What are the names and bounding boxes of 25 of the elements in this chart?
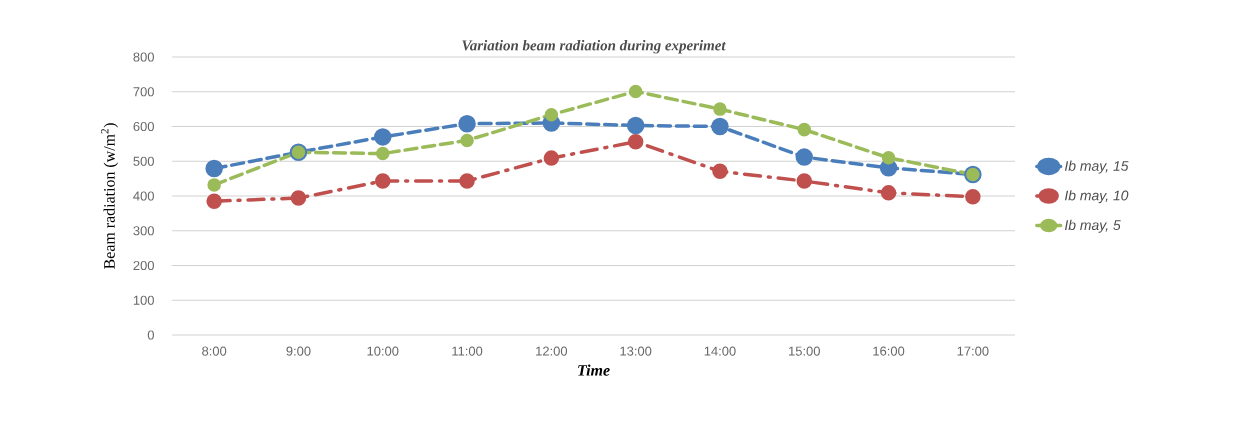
x-tick-label: 10:00 bbox=[367, 346, 399, 356]
legend-label: Ib may, 5 bbox=[1064, 219, 1121, 233]
x-tick-label: 11:00 bbox=[452, 346, 483, 356]
y-tick-label: 200 bbox=[133, 260, 154, 271]
x-tick-label: 13:00 bbox=[620, 346, 652, 356]
y-axis-title: Beam radiation (w/m$^{2}$) bbox=[101, 123, 119, 269]
x-axis-title: Time bbox=[578, 364, 610, 376]
y-tick-label: 500 bbox=[133, 156, 154, 166]
legend-label: Ib may, 10 bbox=[1064, 190, 1129, 204]
x-tick-label: 17:00 bbox=[957, 346, 989, 356]
y-tick-label: 300 bbox=[133, 226, 154, 236]
y-tick-label: 100 bbox=[133, 295, 154, 305]
y-tick-label: 800 bbox=[133, 52, 154, 62]
x-tick-label: 14:00 bbox=[704, 346, 736, 356]
x-tick-label: 12:00 bbox=[536, 346, 568, 356]
y-tick-label: 700 bbox=[133, 87, 154, 97]
y-tick-label: 400 bbox=[133, 191, 154, 201]
x-tick-label: 9:00 bbox=[286, 346, 311, 356]
y-tick-label: 0 bbox=[147, 330, 154, 340]
legend-label: Ib may, 15 bbox=[1064, 160, 1129, 174]
x-tick-label: 16:00 bbox=[873, 346, 905, 356]
x-tick-label: 15:00 bbox=[789, 346, 820, 356]
chart-title: Variation beam radiation during experimet bbox=[462, 39, 726, 54]
x-tick-label: 8:00 bbox=[202, 346, 227, 356]
y-tick-label: 600 bbox=[133, 121, 154, 132]
